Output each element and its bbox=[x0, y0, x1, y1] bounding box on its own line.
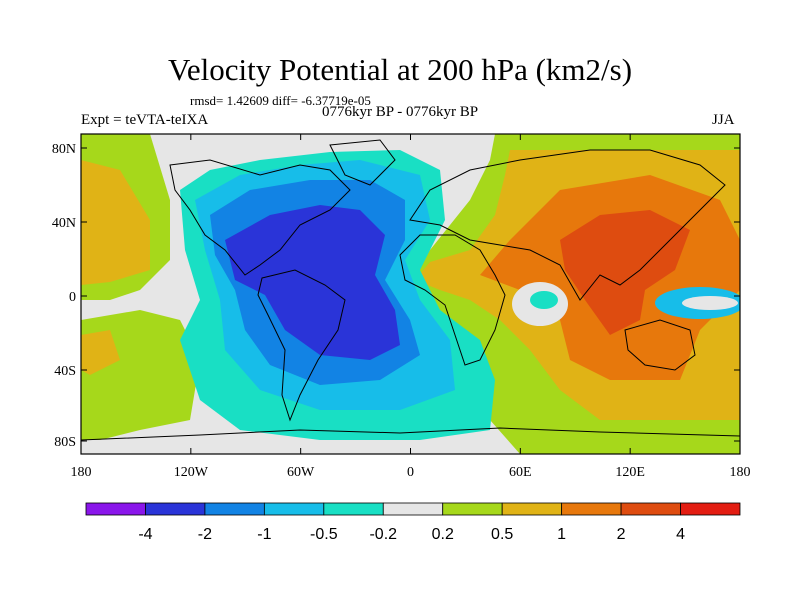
south-america-coast bbox=[257, 269, 346, 422]
lon-tick-label: 180 bbox=[71, 465, 92, 480]
north-america-coast bbox=[169, 159, 351, 276]
coastlines bbox=[81, 139, 740, 441]
colorbar-label: -0.2 bbox=[369, 526, 397, 543]
period-label: 0776kyr BP - 0776kyr BP bbox=[322, 104, 479, 120]
lon-tick-label: 120W bbox=[174, 465, 209, 480]
colorbar-label: 1 bbox=[557, 526, 566, 543]
africa-europe-coast bbox=[399, 234, 506, 366]
colorbar-label: -0.5 bbox=[310, 526, 338, 543]
lat-tick-label: 0 bbox=[69, 290, 76, 305]
australia-coast bbox=[624, 319, 696, 371]
contour-field bbox=[81, 134, 740, 454]
colorbar-swatch bbox=[323, 502, 384, 516]
colorbar-label: 0.5 bbox=[491, 526, 513, 543]
colorbar-label: -2 bbox=[198, 526, 212, 543]
lon-tick-label: 180 bbox=[730, 465, 751, 480]
stats-label: rmsd= 1.42609 diff= -6.37719e-05 bbox=[190, 93, 371, 108]
colorbar-swatch bbox=[561, 502, 622, 516]
eurasia-coast bbox=[409, 149, 726, 301]
colorbar-swatch bbox=[85, 502, 146, 516]
colorbar-swatch bbox=[263, 502, 325, 516]
lat-tick-label: 80N bbox=[52, 142, 76, 157]
colorbar: -4 -2 -1 -0.5 -0.2 0.2 0.5 1 2 4 bbox=[85, 502, 741, 543]
lat-tick-label: 40S bbox=[54, 364, 76, 379]
positive-region-4 bbox=[560, 210, 690, 335]
colorbar-swatch bbox=[620, 502, 681, 516]
lon-tick-label: 120E bbox=[615, 465, 645, 480]
lon-tick-label: 60E bbox=[509, 465, 532, 480]
colorbar-label: 2 bbox=[617, 526, 626, 543]
longitude-axis: 180 120W 60W 0 60E 120E 180 bbox=[71, 134, 751, 480]
season-label: JJA bbox=[712, 112, 735, 128]
colorbar-swatch bbox=[204, 502, 265, 516]
negative-region-2 bbox=[225, 205, 400, 360]
lat-tick-label: 80S bbox=[54, 435, 76, 450]
antarctica-coast bbox=[81, 427, 740, 441]
lon-tick-label: 0 bbox=[407, 465, 414, 480]
colorbar-swatch bbox=[680, 502, 741, 516]
colorbar-label: 0.2 bbox=[432, 526, 454, 543]
experiment-label: Expt = teVTA-teIXA bbox=[81, 112, 209, 128]
lat-tick-label: 40N bbox=[52, 216, 76, 231]
latitude-axis: 80N 40N 0 40S 80S bbox=[52, 142, 740, 450]
colorbar-swatch bbox=[382, 502, 444, 516]
greenland-coast bbox=[329, 139, 396, 186]
lon-tick-label: 60W bbox=[287, 465, 315, 480]
colorbar-swatch bbox=[442, 502, 503, 516]
colorbar-swatch bbox=[145, 502, 206, 516]
colorbar-label: 4 bbox=[676, 526, 685, 543]
colorbar-swatch bbox=[501, 502, 563, 516]
plot-title: Velocity Potential at 200 hPa (km2/s) bbox=[167, 52, 633, 87]
colorbar-label: -4 bbox=[138, 526, 152, 543]
colorbar-label: -1 bbox=[257, 526, 271, 543]
